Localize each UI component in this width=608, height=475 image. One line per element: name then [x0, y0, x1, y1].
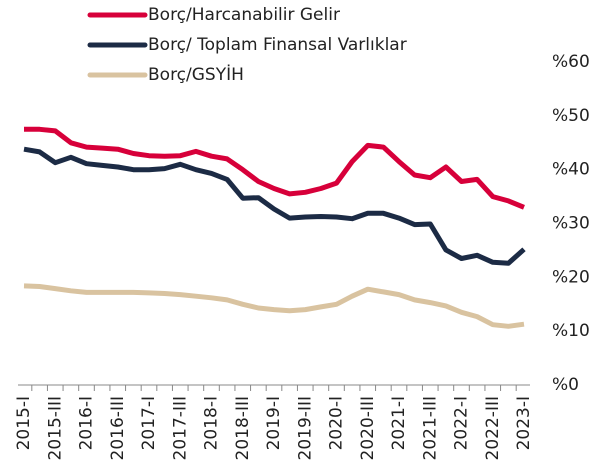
y-tick-label: %40	[552, 160, 590, 180]
x-tick-label: 2020-I	[327, 396, 347, 450]
x-tick-label: 2018-III	[233, 396, 253, 460]
y-tick-label: %20	[552, 267, 590, 287]
x-tick-label: 2017-III	[170, 396, 190, 460]
y-tick-label: %60	[552, 52, 590, 72]
legend-label: Borç/GSYİH	[148, 64, 244, 85]
y-tick-label: %10	[552, 321, 590, 341]
x-tick-label: 2015-I	[14, 396, 34, 450]
x-tick-label: 2016-III	[108, 396, 128, 460]
y-tick-label: %30	[552, 214, 590, 234]
x-tick-label: 2018-I	[202, 396, 222, 450]
x-tick-label: 2016-I	[77, 396, 97, 450]
x-tick-label: 2021-I	[389, 396, 409, 450]
x-tick-label: 2017-I	[139, 396, 159, 450]
x-tick-label: 2015-III	[45, 396, 65, 460]
y-tick-label: %0	[552, 375, 579, 395]
y-tick-label: %50	[552, 106, 590, 126]
legend-label: Borç/ Toplam Finansal Varlıklar	[148, 35, 407, 55]
series-line	[23, 146, 526, 266]
x-tick-label: 2021-III	[420, 396, 440, 460]
x-tick-label: 2019-III	[295, 396, 315, 460]
x-tick-label: 2023-I	[514, 396, 534, 450]
series-line	[23, 283, 525, 329]
series-line	[24, 126, 525, 210]
x-tick-label: 2022-I	[452, 396, 472, 450]
x-tick-label: 2019-I	[264, 396, 284, 450]
legend-label: Borç/Harcanabilir Gelir	[148, 5, 340, 25]
x-tick-label: 2022-III	[483, 396, 503, 460]
x-tick-label: 2020-III	[358, 396, 378, 460]
